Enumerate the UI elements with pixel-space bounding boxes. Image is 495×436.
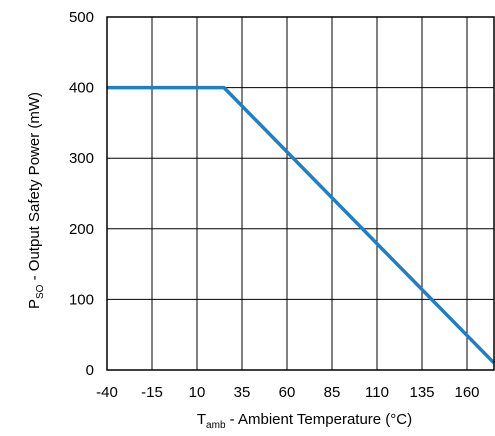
series-layer	[107, 85, 495, 365]
x-axis-text: - Ambient Temperature (°C)	[226, 411, 413, 428]
series-line	[107, 85, 495, 365]
x-tick-label: 85	[324, 384, 341, 401]
y-tick-label: 0	[86, 362, 94, 379]
y-tick-label: 300	[69, 150, 94, 167]
x-tick-label: 110	[365, 384, 389, 401]
x-axis-subscript: amb	[206, 420, 226, 431]
x-axis-title: Tamb - Ambient Temperature (°C)	[197, 411, 412, 431]
x-tick-label: 10	[189, 384, 206, 401]
y-tick-label: 400	[69, 80, 94, 97]
x-axis-symbol: T	[197, 411, 206, 428]
y-tick-label: 200	[69, 221, 94, 238]
x-tick-label: -15	[141, 384, 163, 401]
x-tick-label: 160	[454, 384, 479, 401]
y-tick-label: 500	[69, 9, 94, 26]
y-axis-text: - Output Safety Power (mW)	[26, 92, 43, 285]
y-axis-symbol: P	[26, 299, 43, 309]
x-tick-label: -40	[96, 384, 118, 401]
y-tick-label: 100	[69, 291, 94, 308]
y-tick-labels: 0 100 200 300 400 500	[69, 9, 94, 379]
x-tick-label: 35	[234, 384, 251, 401]
x-tick-label: 60	[279, 384, 296, 401]
y-axis-subscript: SO	[35, 284, 46, 299]
x-tick-label: 135	[409, 384, 434, 401]
plot-frame	[106, 16, 495, 371]
grid	[107, 17, 494, 370]
y-axis-title: PSO - Output Safety Power (mW)	[26, 92, 46, 309]
x-tick-labels: -40 -15 10 35 60 85 110 135 160	[96, 384, 479, 401]
